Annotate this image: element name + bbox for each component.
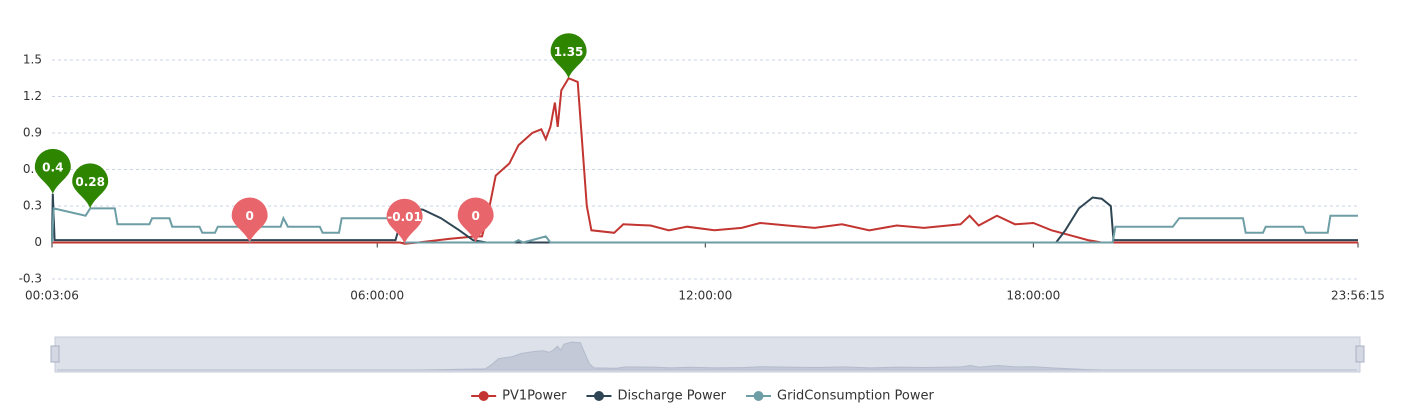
y-tick-label: 0.3 — [23, 199, 42, 213]
legend-icon-dot — [478, 391, 489, 401]
legend-label: Discharge Power — [617, 389, 726, 404]
legend: PV1Power Discharge Power GridConsumption P… — [471, 389, 934, 404]
legend-item[interactable]: Discharge Power — [586, 389, 727, 404]
mark-point: 1.35 — [550, 33, 587, 79]
y-tick-label: 0.9 — [23, 126, 42, 140]
datazoom[interactable] — [50, 336, 1365, 373]
mark-pin — [457, 197, 494, 243]
datazoom-window[interactable] — [54, 336, 1361, 373]
legend-icon-dot — [593, 391, 604, 401]
datazoom-handle[interactable] — [1355, 345, 1365, 363]
datazoom-handle[interactable] — [50, 345, 60, 363]
mark-label: 1.35 — [554, 45, 584, 59]
mark-point: 0 — [231, 197, 268, 243]
mark-point: -0.01 — [386, 198, 423, 244]
x-tick-label: 18:00:00 — [1006, 289, 1060, 303]
y-tick-label: 0 — [34, 235, 42, 249]
mark-point: 0 — [457, 197, 494, 243]
mark-point: 0.4 — [34, 148, 71, 194]
x-tick-label: 06:00:00 — [350, 289, 404, 303]
series-line — [51, 193, 1358, 244]
y-tick-label: 1.5 — [23, 53, 42, 67]
legend-label: GridConsumption Power — [777, 389, 934, 404]
mark-pin — [550, 33, 587, 79]
mark-label: 0 — [245, 209, 253, 223]
series-line — [52, 76, 1358, 245]
y-tick-label: -0.3 — [19, 272, 42, 286]
legend-label: PV1Power — [502, 389, 567, 404]
series-line — [51, 207, 1358, 244]
mark-label: 0 — [471, 209, 479, 223]
mark-pin — [72, 163, 109, 209]
mark-label: 0.28 — [75, 175, 105, 189]
legend-icon-dot — [753, 391, 764, 401]
legend-item[interactable]: PV1Power — [471, 389, 567, 404]
mark-pin — [231, 197, 268, 243]
mark-pin — [386, 198, 423, 244]
x-tick-label: 00:03:06 — [25, 289, 79, 303]
y-tick-label: 1.2 — [23, 89, 42, 103]
datazoom-shadow — [57, 341, 1357, 371]
x-tick-label: 23:56:15 — [1331, 289, 1385, 303]
legend-item[interactable]: GridConsumption Power — [746, 389, 934, 404]
mark-pin — [34, 148, 71, 194]
mark-label: 0.4 — [42, 160, 63, 174]
mark-label: -0.01 — [387, 210, 422, 224]
mark-point: 0.28 — [72, 163, 109, 209]
x-tick-label: 12:00:00 — [678, 289, 732, 303]
